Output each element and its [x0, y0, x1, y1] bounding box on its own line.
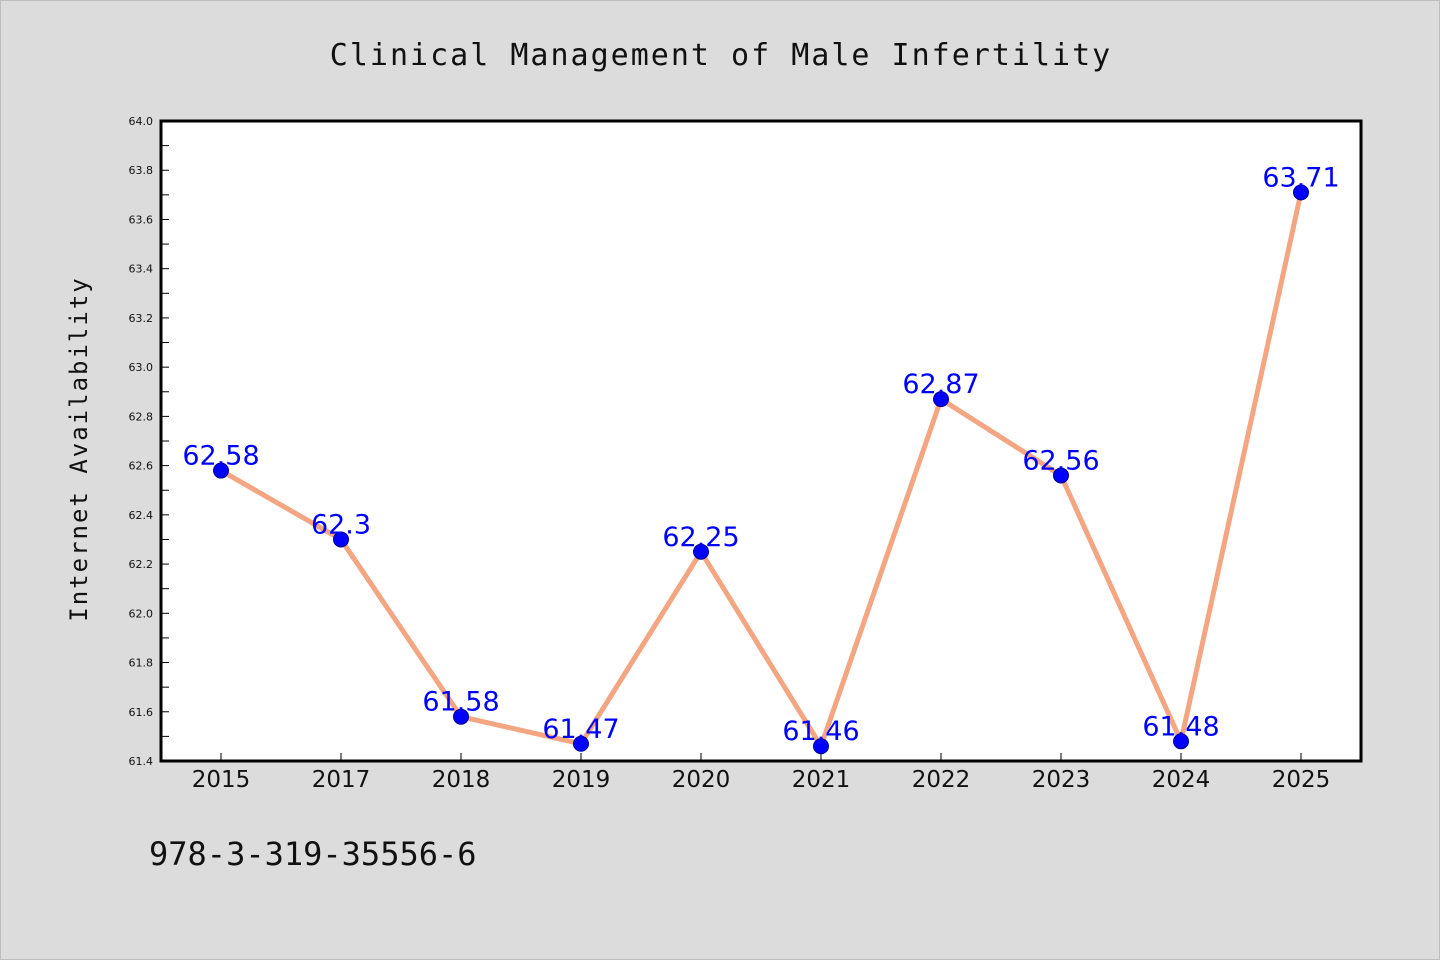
y-tick-label: 63.0 [129, 361, 154, 374]
data-labels: 62.58 62.3 61.58 61.47 62.25 61.46 62.87 62.56 6… [182, 162, 1339, 747]
y-tick-label: 61.4 [129, 755, 154, 768]
footer-text: 978-3-319-35556-6 [149, 835, 477, 873]
plot-area [159, 119, 1363, 763]
x-tick-label: 2025 [1272, 767, 1331, 793]
x-axis: 2015 2017 2018 2019 2020 2021 2022 2023 2024 2025 [192, 753, 1331, 793]
data-point [453, 708, 469, 725]
data-label: 63.71 [1262, 162, 1339, 193]
y-tick-label: 62.6 [129, 460, 154, 473]
y-tick-label: 61.6 [129, 706, 154, 719]
data-label: 62.25 [662, 522, 739, 553]
data-label: 62.3 [311, 509, 371, 540]
x-tick-label: 2019 [552, 767, 611, 793]
y-tick-label: 63.2 [129, 312, 154, 325]
y-tick-label: 64.0 [129, 115, 154, 128]
data-label: 62.56 [1022, 445, 1099, 476]
x-tick-label: 2023 [1032, 767, 1091, 793]
data-point [573, 735, 589, 752]
y-tick-label: 62.4 [129, 509, 154, 522]
y-tick-label: 61.8 [129, 657, 154, 670]
data-label: 61.46 [782, 716, 859, 747]
x-tick-label: 2021 [792, 767, 851, 793]
data-point [1173, 733, 1189, 750]
data-label: 62.87 [902, 369, 979, 400]
x-tick-label: 2018 [432, 767, 491, 793]
series-line [218, 189, 1304, 749]
y-tick-label: 63.4 [129, 263, 154, 276]
data-point [933, 391, 949, 408]
y-tick-label: 63.6 [129, 213, 154, 226]
data-point [213, 462, 229, 479]
data-point [1053, 467, 1069, 484]
series-layer [213, 184, 1309, 755]
data-label: 61.58 [422, 687, 499, 718]
data-point [1293, 184, 1309, 201]
data-point [333, 531, 349, 548]
data-point [693, 543, 709, 560]
x-tick-label: 2022 [912, 767, 971, 793]
y-axis-label: Internet Availability [65, 276, 93, 621]
x-tick-label: 2017 [312, 767, 371, 793]
data-label: 62.58 [182, 441, 259, 472]
chart-title: Clinical Management of Male Infertility [330, 38, 1112, 73]
y-tick-label: 62.2 [129, 558, 154, 571]
data-point [813, 738, 829, 755]
x-tick-label: 2020 [672, 767, 731, 793]
y-axis: 61.4 61.6 61.8 62.0 62.2 62.4 62.6 62.8 63.0 63.2… [129, 115, 169, 768]
data-label: 61.47 [542, 714, 619, 745]
data-label: 61.48 [1142, 711, 1219, 742]
y-tick-label: 62.8 [129, 410, 154, 423]
y-tick-label: 63.8 [129, 164, 154, 177]
x-tick-label: 2024 [1152, 767, 1211, 793]
x-tick-label: 2015 [192, 767, 251, 793]
y-tick-label: 62.0 [129, 607, 154, 620]
